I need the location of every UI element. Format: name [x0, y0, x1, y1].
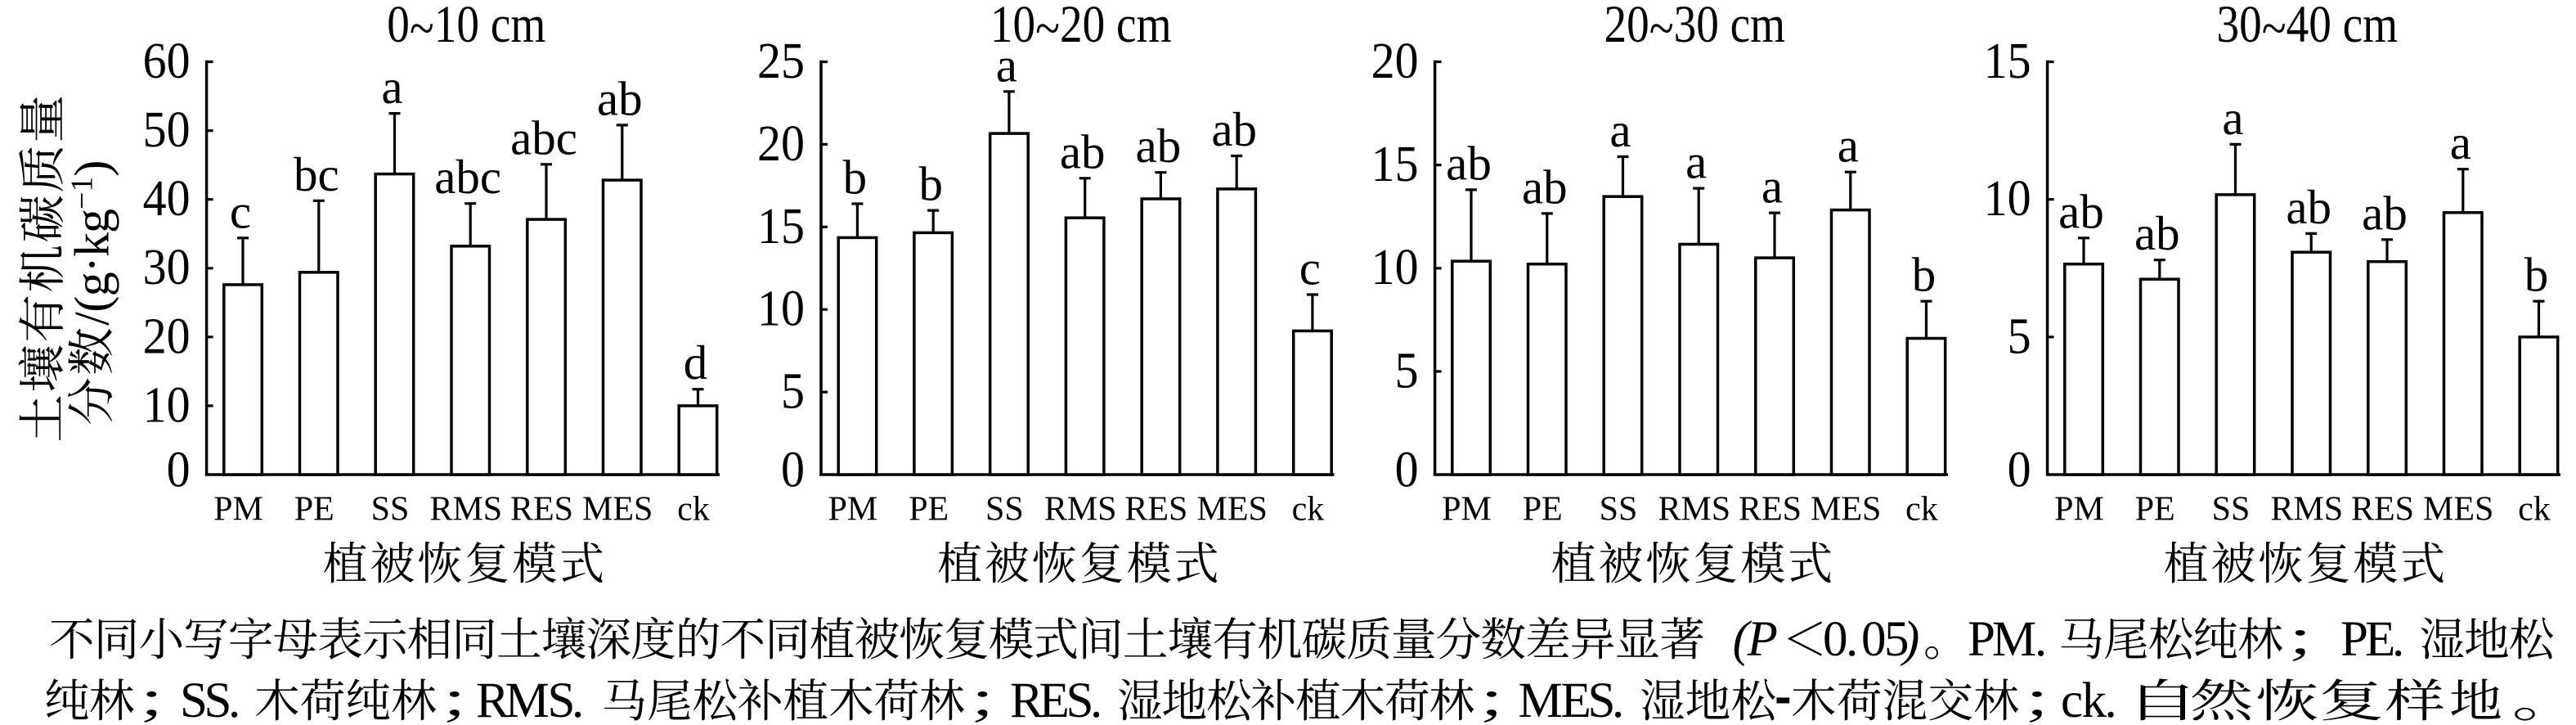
svg-text:15: 15 [1984, 33, 2031, 90]
svg-text:ab: ab [2362, 186, 2408, 240]
svg-text:5: 5 [1395, 342, 1419, 399]
svg-text:a: a [1838, 119, 1859, 173]
svg-text:PM: PM [828, 491, 878, 529]
svg-text:30: 30 [143, 239, 191, 296]
svg-text:10: 10 [757, 281, 805, 338]
svg-text:0~10 cm: 0~10 cm [387, 0, 545, 58]
svg-text:MES.: MES. [1519, 673, 1625, 725]
svg-text:20: 20 [143, 308, 191, 365]
svg-text:ck.: ck. [2061, 673, 2117, 725]
svg-text:PM: PM [213, 491, 263, 529]
svg-text:0: 0 [781, 441, 805, 498]
svg-text:): ) [1901, 612, 1919, 667]
svg-text:30~40 cm: 30~40 cm [2216, 0, 2398, 58]
svg-text:MES: MES [1811, 491, 1881, 529]
svg-text:ck: ck [1292, 491, 1325, 529]
svg-text:ab: ab [2286, 180, 2331, 234]
svg-text:25: 25 [757, 33, 805, 90]
svg-text:SS: SS [371, 491, 410, 529]
svg-text:0.05: 0.05 [1823, 612, 1910, 667]
svg-text:5: 5 [2008, 308, 2031, 365]
svg-text:10: 10 [1984, 170, 2031, 227]
svg-text:ck: ck [1905, 491, 1938, 529]
svg-text:RMS: RMS [2270, 491, 2343, 529]
svg-text:a: a [1761, 160, 1783, 214]
svg-text:10: 10 [1371, 239, 1419, 296]
svg-text:RES: RES [510, 491, 573, 529]
svg-text:ab: ab [2058, 184, 2104, 238]
svg-text:d: d [684, 335, 708, 390]
svg-text:a: a [2450, 115, 2471, 169]
svg-text:RES: RES [1124, 491, 1187, 529]
svg-text:RMS.: RMS. [476, 673, 584, 725]
svg-text:RES: RES [1739, 491, 1802, 529]
svg-text:c: c [230, 184, 251, 238]
svg-text:b: b [1912, 248, 1936, 302]
svg-text:PE: PE [909, 491, 949, 529]
svg-text:−1: −1 [65, 177, 99, 209]
svg-text:20: 20 [1371, 33, 1419, 90]
svg-text:0: 0 [167, 441, 191, 498]
svg-text:ab: ab [1522, 160, 1568, 214]
svg-text:ck: ck [2518, 491, 2551, 529]
svg-text:ck: ck [677, 491, 710, 529]
svg-text:): ) [65, 160, 119, 177]
svg-text:ab: ab [2134, 206, 2180, 260]
svg-text:5: 5 [781, 362, 805, 420]
svg-text:PE: PE [1523, 491, 1563, 529]
svg-text:a: a [2222, 91, 2243, 145]
svg-text:20: 20 [757, 115, 805, 173]
svg-text:SS.: SS. [180, 673, 240, 725]
svg-text:a: a [996, 38, 1017, 92]
svg-text:50: 50 [143, 101, 191, 159]
svg-text:ab: ab [597, 71, 643, 125]
svg-text:RES: RES [2351, 491, 2414, 529]
svg-text:ab: ab [1060, 124, 1106, 178]
svg-text:PM: PM [1442, 491, 1492, 529]
svg-text:MES: MES [2423, 491, 2493, 529]
svg-text:RMS: RMS [429, 491, 502, 529]
svg-text:a: a [1609, 103, 1631, 157]
svg-text:SS: SS [985, 491, 1024, 529]
svg-text:SS: SS [1600, 491, 1638, 529]
svg-text:ab: ab [1446, 136, 1492, 190]
svg-text:60: 60 [143, 33, 191, 90]
svg-text:a: a [1685, 135, 1707, 189]
svg-text:RES.: RES. [1010, 673, 1102, 725]
svg-text:15: 15 [757, 198, 805, 255]
svg-text:PE: PE [2135, 491, 2175, 529]
svg-text:10: 10 [143, 376, 191, 434]
svg-text:abc: abc [434, 150, 501, 204]
svg-text:abc: abc [510, 110, 577, 164]
svg-text:MES: MES [582, 491, 653, 529]
svg-text:ab: ab [1211, 102, 1257, 156]
svg-text:MES: MES [1197, 491, 1268, 529]
svg-text:b: b [2524, 248, 2549, 302]
svg-text:(: ( [1733, 612, 1752, 667]
svg-text:b: b [843, 151, 868, 205]
svg-text:10~20 cm: 10~20 cm [990, 0, 1172, 58]
svg-text:0: 0 [2008, 441, 2031, 498]
svg-text:0: 0 [1395, 441, 1419, 498]
svg-text:bc: bc [294, 147, 339, 201]
svg-text:/(g·kg: /(g·kg [65, 209, 119, 326]
svg-text:P: P [1747, 612, 1778, 667]
svg-text:b: b [918, 157, 943, 211]
svg-text:ab: ab [1136, 119, 1182, 173]
svg-text:a: a [381, 60, 402, 114]
svg-text:15: 15 [1371, 136, 1419, 193]
svg-text:20~30 cm: 20~30 cm [1604, 0, 1785, 58]
svg-text:40: 40 [143, 170, 191, 227]
svg-text:PE.: PE. [2340, 612, 2404, 667]
svg-text:SS: SS [2212, 491, 2251, 529]
svg-text:PM.: PM. [1968, 612, 2047, 667]
svg-text:PM: PM [2054, 491, 2104, 529]
svg-text:c: c [1299, 241, 1321, 295]
svg-text:PE: PE [294, 491, 334, 529]
svg-text:RMS: RMS [1658, 491, 1730, 529]
svg-text:RMS: RMS [1044, 491, 1117, 529]
